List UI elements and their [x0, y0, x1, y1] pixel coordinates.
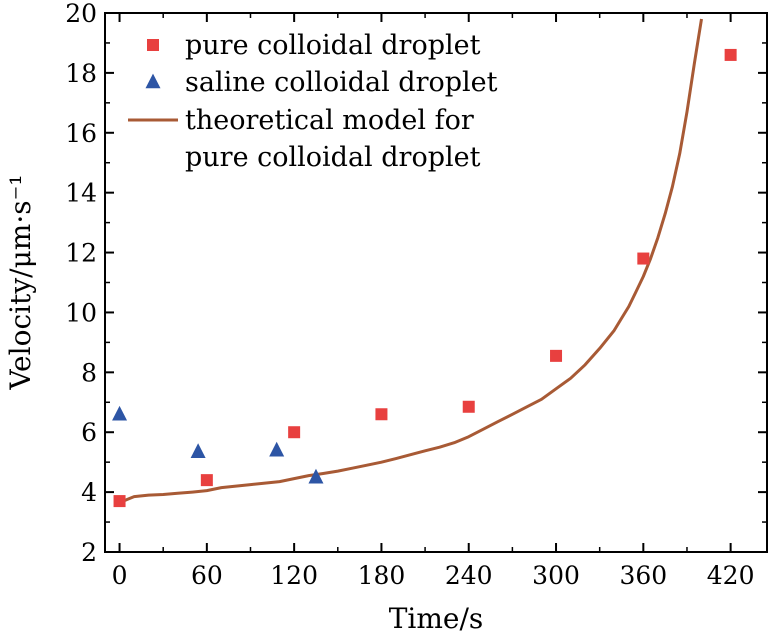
y-tick-label: 4: [81, 478, 97, 507]
legend-marker-pure: [147, 39, 159, 51]
y-tick-label: 10: [65, 298, 97, 327]
legend-label-line2: pure colloidal droplet: [185, 142, 481, 173]
data-point-pure: [462, 400, 475, 413]
x-tick-label: 180: [358, 561, 406, 590]
y-tick-label: 2: [81, 538, 97, 567]
data-point-pure: [724, 48, 737, 61]
y-axis-label: Velocity/μm·s⁻¹: [4, 174, 37, 390]
series-line-theoretical-model: [118, 18, 703, 504]
x-tick-label: 300: [532, 561, 580, 590]
data-point-saline: [269, 441, 285, 457]
legend: pure colloidal droplet saline colloidal d…: [128, 30, 498, 173]
x-tick-label: 60: [191, 561, 223, 590]
data-point-pure: [288, 426, 301, 439]
data-point-pure: [375, 408, 388, 421]
data-point-pure: [113, 495, 126, 508]
plot-layer: [112, 18, 737, 508]
data-point-pure: [550, 349, 563, 362]
data-point-pure: [200, 474, 213, 487]
y-tick-label: 20: [65, 0, 97, 28]
ticks-layer: 0 60 120 180 240 300 360 420 2 4 6 8 10 12 14 16 18 20: [65, 0, 767, 590]
x-tick-label: 360: [619, 561, 667, 590]
data-point-pure: [637, 252, 650, 265]
x-tick-label: 420: [707, 561, 755, 590]
y-tick-label: 16: [65, 119, 97, 148]
y-tick-label: 18: [65, 59, 97, 88]
x-tick-label: 0: [112, 561, 128, 590]
legend-label: saline colloidal droplet: [185, 67, 498, 98]
legend-label: theoretical model for: [185, 105, 474, 136]
data-point-saline: [112, 405, 128, 421]
y-tick-label: 14: [65, 179, 97, 208]
data-point-saline: [190, 443, 206, 458]
x-axis-label: Time/s: [389, 602, 484, 635]
y-tick-label: 8: [81, 358, 97, 387]
y-tick-label: 12: [65, 239, 97, 268]
y-tick-label: 6: [81, 418, 97, 447]
x-tick-label: 120: [270, 561, 318, 590]
legend-label: pure colloidal droplet: [185, 30, 481, 61]
data-point-saline: [308, 468, 324, 484]
legend-marker-saline: [145, 73, 161, 89]
x-tick-label: 240: [445, 561, 493, 590]
